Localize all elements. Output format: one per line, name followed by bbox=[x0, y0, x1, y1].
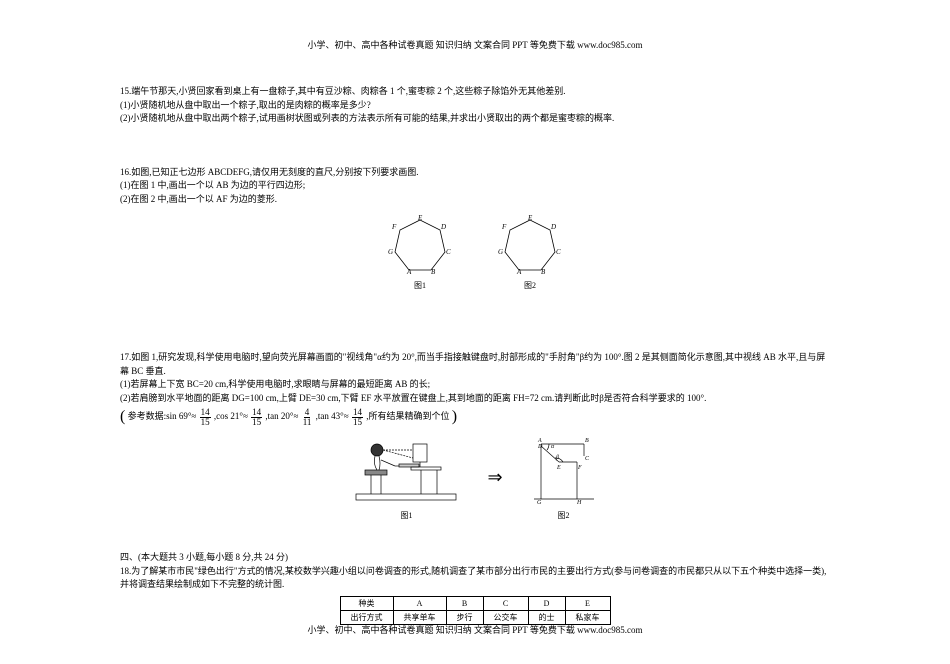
computer-user-svg bbox=[351, 434, 461, 506]
section4-title: 四、(本大题共 3 小题,每小题 8 分,共 24 分) bbox=[120, 551, 830, 565]
section-4: 四、(本大题共 3 小题,每小题 8 分,共 24 分) 18.为了解某市市民"… bbox=[120, 551, 830, 625]
svg-text:F: F bbox=[391, 223, 397, 231]
q17-part1: (1)若屏幕上下宽 BC=20 cm,科学使用电脑时,求眼睛与屏幕的最短距离 A… bbox=[120, 378, 830, 392]
svg-text:B: B bbox=[541, 268, 546, 276]
svg-text:β: β bbox=[555, 455, 559, 461]
heptagon-1-svg: A B C D E F G bbox=[385, 214, 455, 276]
page-footer: 小学、初中、高中各种试卷真题 知识归纳 文案合同 PPT 等免费下载 www.d… bbox=[0, 623, 950, 636]
header-text: 小学、初中、高中各种试卷真题 知识归纳 文案合同 PPT 等免费下载 www.d… bbox=[307, 40, 642, 50]
svg-text:C: C bbox=[585, 456, 590, 462]
table-row: 出行方式 共享单车 步行 公交车 的士 私家车 bbox=[340, 610, 610, 624]
svg-text:C: C bbox=[446, 248, 451, 256]
svg-text:H: H bbox=[576, 500, 582, 506]
q17-fig1: 图1 bbox=[351, 434, 461, 521]
frac-4: 1415 bbox=[352, 408, 363, 427]
ref-mid3: ,tan 43°≈ bbox=[316, 411, 349, 421]
table-cell: 私家车 bbox=[565, 610, 610, 624]
svg-text:B: B bbox=[431, 268, 436, 276]
svg-text:G: G bbox=[498, 248, 503, 256]
q18-table: 种类 A B C D E 出行方式 共享单车 步行 公交车 的士 私家车 bbox=[340, 596, 611, 625]
table-cell: 步行 bbox=[446, 610, 483, 624]
table-cell: B bbox=[446, 596, 483, 610]
svg-text:D: D bbox=[537, 444, 543, 450]
table-cell: 的士 bbox=[528, 610, 565, 624]
table-cell: 共享单车 bbox=[393, 610, 446, 624]
frac-3: 411 bbox=[302, 408, 313, 427]
svg-text:D: D bbox=[440, 223, 446, 231]
table-cell: D bbox=[528, 596, 565, 610]
side-diagram-svg: AB CD EF GH αβ bbox=[529, 434, 599, 506]
frac-2: 1415 bbox=[251, 408, 262, 427]
q16-fig2: A B C D E F G 图2 bbox=[495, 214, 565, 291]
svg-text:F: F bbox=[501, 223, 507, 231]
page-header: 小学、初中、高中各种试卷真题 知识归纳 文案合同 PPT 等免费下载 www.d… bbox=[0, 38, 950, 51]
question-17: 17.如图 1,研究发现,科学使用电脑时,望向荧光屏幕画面的"视线角"α约为 2… bbox=[120, 351, 830, 521]
q17-stem: 17.如图 1,研究发现,科学使用电脑时,望向荧光屏幕画面的"视线角"α约为 2… bbox=[120, 351, 830, 378]
svg-text:E: E bbox=[417, 214, 423, 222]
q16-fig1: A B C D E F G 图1 bbox=[385, 214, 455, 291]
svg-text:F: F bbox=[577, 465, 582, 471]
open-paren: ( bbox=[120, 408, 125, 425]
svg-text:G: G bbox=[388, 248, 393, 256]
table-cell: 出行方式 bbox=[340, 610, 393, 624]
table-cell: E bbox=[565, 596, 610, 610]
frac-1: 1415 bbox=[200, 408, 211, 427]
q16-stem: 16.如图,已知正七边形 ABCDEFG,请仅用无刻度的直尺,分别按下列要求画图… bbox=[120, 166, 830, 180]
ref-suffix: ,所有结果精确到个位 bbox=[366, 411, 449, 421]
svg-text:A: A bbox=[516, 268, 522, 276]
q16-fig2-caption: 图2 bbox=[495, 280, 565, 291]
svg-text:G: G bbox=[537, 500, 542, 506]
table-cell: 种类 bbox=[340, 596, 393, 610]
ref-mid2: ,tan 20°≈ bbox=[265, 411, 298, 421]
close-paren: ) bbox=[452, 408, 457, 425]
svg-text:E: E bbox=[527, 214, 533, 222]
q15-part1: (1)小贤随机地从盘中取出一个粽子,取出的是肉粽的概率是多少? bbox=[120, 99, 830, 113]
question-15: 15.端午节那天,小贤回家看到桌上有一盘粽子,其中有豆沙粽、肉粽各 1 个,蜜枣… bbox=[120, 85, 830, 126]
main-content: 15.端午节那天,小贤回家看到桌上有一盘粽子,其中有豆沙粽、肉粽各 1 个,蜜枣… bbox=[120, 85, 830, 625]
footer-text: 小学、初中、高中各种试卷真题 知识归纳 文案合同 PPT 等免费下载 www.d… bbox=[307, 625, 642, 635]
table-cell: A bbox=[393, 596, 446, 610]
q17-fig2-caption: 图2 bbox=[529, 510, 599, 521]
q16-part2: (2)在图 2 中,画出一个以 AF 为边的菱形. bbox=[120, 193, 830, 207]
q17-fig2: AB CD EF GH αβ 图2 bbox=[529, 434, 599, 521]
table-row: 种类 A B C D E bbox=[340, 596, 610, 610]
svg-text:B: B bbox=[585, 438, 589, 444]
ref-prefix: 参考数据:sin 69°≈ bbox=[128, 411, 197, 421]
q16-part1: (1)在图 1 中,画出一个以 AB 为边的平行四边形; bbox=[120, 179, 830, 193]
q17-fig1-caption: 图1 bbox=[351, 510, 461, 521]
question-16: 16.如图,已知正七边形 ABCDEFG,请仅用无刻度的直尺,分别按下列要求画图… bbox=[120, 166, 830, 292]
svg-text:C: C bbox=[556, 248, 561, 256]
q16-figures: A B C D E F G 图1 A B C D E F bbox=[120, 214, 830, 291]
q17-reference: ( 参考数据:sin 69°≈ 1415 ,cos 21°≈ 1415 ,tan… bbox=[120, 405, 830, 429]
q18-stem: 18.为了解某市市民"绿色出行"方式的情况,某校数学兴趣小组以问卷调查的形式,随… bbox=[120, 565, 830, 592]
svg-text:E: E bbox=[556, 465, 561, 471]
table-cell: C bbox=[483, 596, 528, 610]
heptagon-2-svg: A B C D E F G bbox=[495, 214, 565, 276]
q15-stem: 15.端午节那天,小贤回家看到桌上有一盘粽子,其中有豆沙粽、肉粽各 1 个,蜜枣… bbox=[120, 85, 830, 99]
svg-text:D: D bbox=[550, 223, 556, 231]
q16-fig1-caption: 图1 bbox=[385, 280, 455, 291]
svg-text:α: α bbox=[551, 444, 555, 450]
q17-figures: 图1 ⇒ AB bbox=[120, 434, 830, 521]
svg-text:A: A bbox=[406, 268, 412, 276]
table-cell: 公交车 bbox=[483, 610, 528, 624]
q17-part2: (2)若肩膀到水平地面的距离 DG=100 cm,上臂 DE=30 cm,下臂 … bbox=[120, 392, 830, 406]
ref-mid1: ,cos 21°≈ bbox=[214, 411, 248, 421]
arrow-icon: ⇒ bbox=[487, 467, 502, 488]
q15-part2: (2)小贤随机地从盘中取出两个粽子,试用画树状图或列表的方法表示所有可能的结果,… bbox=[120, 112, 830, 126]
